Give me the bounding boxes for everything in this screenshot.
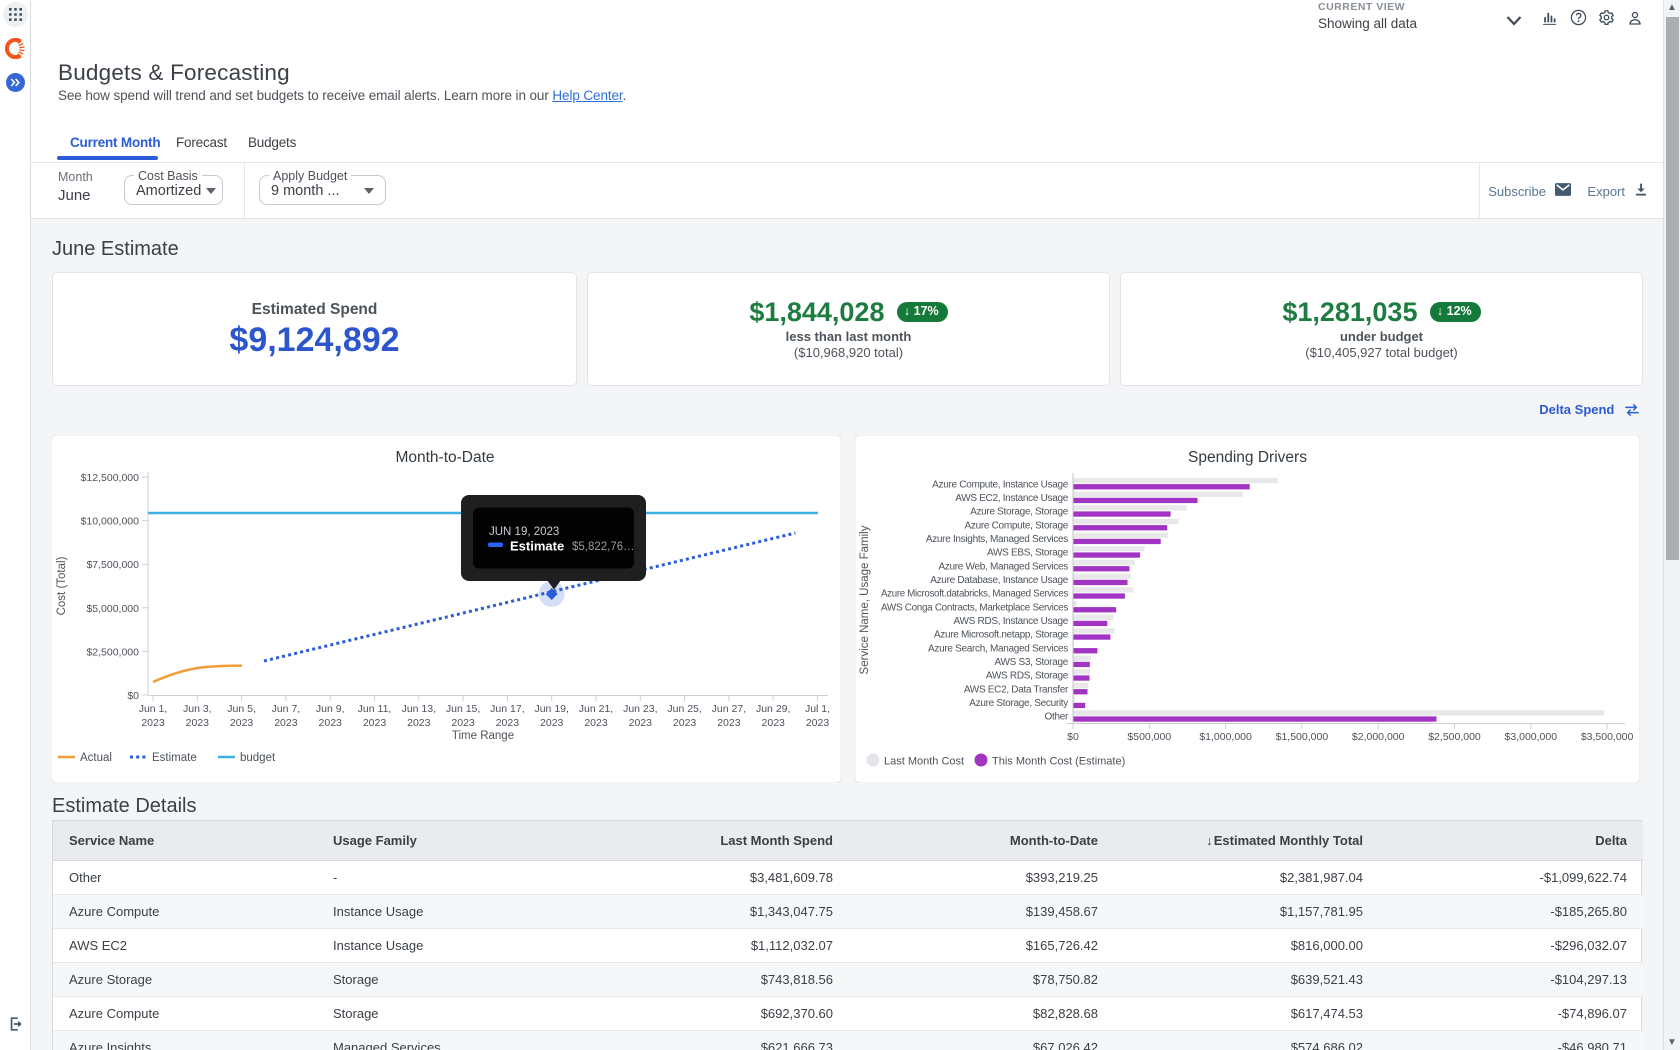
svg-text:$5,822,76…: $5,822,76… — [572, 541, 635, 553]
svg-text:Azure Microsoft.netapp, Storag: Azure Microsoft.netapp, Storage — [934, 630, 1069, 641]
svg-text:AWS RDS, Storage: AWS RDS, Storage — [986, 671, 1069, 682]
svg-text:Spending Drivers: Spending Drivers — [1188, 449, 1307, 466]
svg-text:AWS RDS, Instance Usage: AWS RDS, Instance Usage — [954, 616, 1069, 627]
svg-text:Azure Storage, Storage: Azure Storage, Storage — [970, 507, 1069, 518]
svg-text:Jun 5,: Jun 5, — [227, 703, 256, 715]
svg-text:2023: 2023 — [673, 717, 697, 729]
svg-text:This Month Cost (Estimate): This Month Cost (Estimate) — [992, 756, 1125, 768]
svg-text:2023: 2023 — [629, 717, 653, 729]
svg-text:Jun 15,: Jun 15, — [446, 703, 480, 715]
svg-text:Azure Storage, Security: Azure Storage, Security — [969, 698, 1068, 709]
svg-text:2023: 2023 — [806, 717, 830, 729]
svg-text:2023: 2023 — [230, 717, 254, 729]
svg-text:2023: 2023 — [717, 717, 741, 729]
svg-text:Azure Insights, Managed Servic: Azure Insights, Managed Services — [926, 534, 1068, 545]
svg-text:2023: 2023 — [451, 717, 475, 729]
svg-text:AWS Conga Contracts, Marketpla: AWS Conga Contracts, Marketplace Service… — [881, 602, 1068, 613]
svg-text:$500,000: $500,000 — [1127, 731, 1171, 743]
svg-text:Azure Search, Managed Services: Azure Search, Managed Services — [928, 643, 1068, 654]
svg-text:Jun 11,: Jun 11, — [358, 703, 392, 715]
svg-text:Cost (Total): Cost (Total) — [56, 556, 68, 615]
svg-text:$12,500,000: $12,500,000 — [81, 472, 140, 484]
svg-text:$7,500,000: $7,500,000 — [86, 559, 139, 571]
svg-text:budget: budget — [240, 752, 276, 764]
svg-text:Service Name, Usage Family: Service Name, Usage Family — [859, 525, 871, 674]
svg-text:AWS EBS, Storage: AWS EBS, Storage — [987, 548, 1069, 559]
svg-text:AWS EC2, Data Transfer: AWS EC2, Data Transfer — [964, 684, 1069, 695]
svg-text:Azure Database, Instance Usage: Azure Database, Instance Usage — [930, 575, 1068, 586]
svg-text:$5,000,000: $5,000,000 — [86, 603, 139, 615]
svg-text:Azure Microsoft.databricks, Ma: Azure Microsoft.databricks, Managed Serv… — [881, 589, 1068, 600]
svg-text:$1,000,000: $1,000,000 — [1199, 731, 1252, 743]
svg-text:Azure Compute, Storage: Azure Compute, Storage — [965, 520, 1069, 531]
svg-text:2023: 2023 — [496, 717, 520, 729]
svg-text:Jun 19,: Jun 19, — [534, 703, 568, 715]
svg-text:Time Range: Time Range — [452, 730, 514, 742]
svg-text:$1,500,000: $1,500,000 — [1276, 731, 1329, 743]
svg-text:$2,500,000: $2,500,000 — [86, 646, 139, 658]
svg-text:Jun 29,: Jun 29, — [756, 703, 790, 715]
svg-text:$3,000,000: $3,000,000 — [1505, 731, 1558, 743]
svg-text:Jun 25,: Jun 25, — [667, 703, 701, 715]
svg-text:$0: $0 — [1067, 731, 1079, 743]
svg-text:Month-to-Date: Month-to-Date — [395, 449, 494, 466]
svg-text:Jun 13,: Jun 13, — [402, 703, 436, 715]
svg-text:$0: $0 — [127, 690, 139, 702]
svg-text:2023: 2023 — [186, 717, 210, 729]
svg-text:Azure Compute, Instance Usage: Azure Compute, Instance Usage — [932, 479, 1069, 490]
svg-text:Azure Web, Managed Services: Azure Web, Managed Services — [938, 561, 1068, 572]
svg-text:JUN 19, 2023: JUN 19, 2023 — [489, 526, 559, 538]
svg-text:2023: 2023 — [319, 717, 343, 729]
svg-text:2023: 2023 — [762, 717, 786, 729]
svg-text:2023: 2023 — [407, 717, 431, 729]
svg-text:$2,000,000: $2,000,000 — [1352, 731, 1405, 743]
svg-text:AWS EC2, Instance Usage: AWS EC2, Instance Usage — [955, 493, 1069, 504]
svg-text:$3,500,000: $3,500,000 — [1581, 731, 1634, 743]
svg-text:Estimate: Estimate — [152, 752, 197, 764]
svg-text:Jun 3,: Jun 3, — [183, 703, 212, 715]
svg-text:Jun 9,: Jun 9, — [316, 703, 345, 715]
svg-text:$10,000,000: $10,000,000 — [81, 516, 140, 528]
svg-text:Jun 1,: Jun 1, — [139, 703, 168, 715]
svg-text:Other: Other — [1044, 712, 1068, 723]
svg-text:Actual: Actual — [80, 752, 112, 764]
svg-text:2023: 2023 — [141, 717, 165, 729]
svg-text:2023: 2023 — [540, 717, 564, 729]
svg-text:$2,500,000: $2,500,000 — [1428, 731, 1481, 743]
svg-text:Jun 7,: Jun 7, — [272, 703, 301, 715]
svg-text:Jul 1,: Jul 1, — [805, 703, 830, 715]
svg-text:Jun 17,: Jun 17, — [490, 703, 524, 715]
svg-text:2023: 2023 — [363, 717, 387, 729]
svg-text:Jun 23,: Jun 23, — [623, 703, 657, 715]
svg-text:2023: 2023 — [584, 717, 608, 729]
svg-text:Jun 21,: Jun 21, — [579, 703, 613, 715]
svg-text:AWS S3, Storage: AWS S3, Storage — [995, 657, 1069, 668]
svg-text:Estimate: Estimate — [510, 539, 564, 554]
svg-text:Jun 27,: Jun 27, — [712, 703, 746, 715]
svg-text:2023: 2023 — [274, 717, 298, 729]
svg-text:Last Month Cost: Last Month Cost — [884, 756, 964, 768]
